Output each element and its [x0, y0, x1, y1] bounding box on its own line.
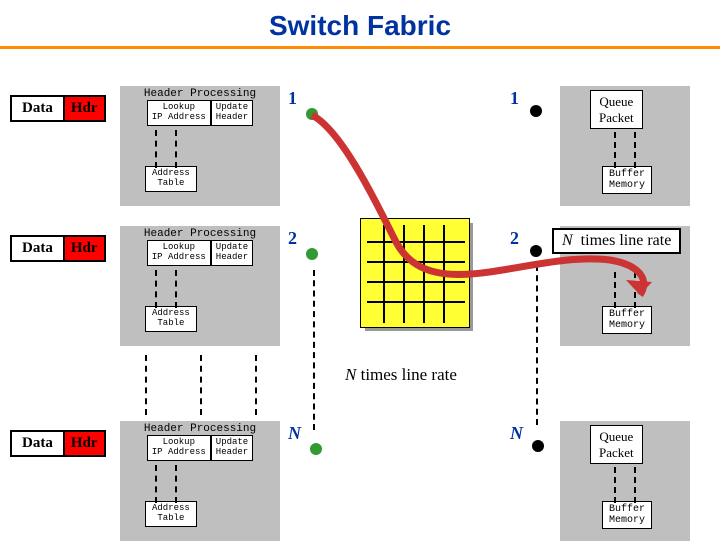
dash-conn [614, 272, 616, 308]
packet-data-label: Data [12, 237, 65, 260]
label-1-right: 1 [510, 88, 519, 109]
dash-conn [634, 132, 636, 168]
crossbar [360, 218, 470, 328]
addr-table-box: Address Table [145, 306, 197, 332]
dash-conn [155, 270, 157, 308]
page-title: Switch Fabric [0, 0, 720, 46]
packet-1: Data Hdr [10, 95, 106, 122]
ellipsis-dash [536, 265, 538, 425]
dash-conn [175, 130, 177, 168]
update-box: Update Header [211, 100, 253, 126]
packet-data-label: Data [12, 432, 65, 455]
packet-hdr-label: Hdr [65, 97, 104, 120]
right-block-n: Queue Packet Buffer Memory [560, 421, 690, 541]
queue-packet-box-n: Queue Packet [590, 425, 643, 464]
dot-n-black [532, 440, 544, 452]
proc-block-1: Header Processing Lookup IP Address Upda… [120, 86, 280, 206]
dash-conn [614, 467, 616, 503]
packet-2: Data Hdr [10, 235, 106, 262]
queue-packet-box-1: Queue Packet [590, 90, 643, 129]
proc-block-2: Header Processing Lookup IP Address Upda… [120, 226, 280, 346]
addr-table-box: Address Table [145, 501, 197, 527]
label-2-right: 2 [510, 228, 519, 249]
dash-conn [155, 130, 157, 168]
proc-title: Header Processing [120, 86, 280, 100]
ellipsis-dash [145, 355, 147, 415]
dash-conn [634, 272, 636, 308]
dash-conn [175, 270, 177, 308]
packet-data-label: Data [12, 97, 65, 120]
dot-2-green [306, 248, 318, 260]
addr-table-box: Address Table [145, 166, 197, 192]
label-2-left: 2 [288, 228, 297, 249]
ellipsis-dash [200, 355, 202, 415]
annot-mid: N times line rate [345, 365, 457, 385]
label-1-left: 1 [288, 88, 297, 109]
ellipsis-dash [255, 355, 257, 415]
packet-hdr-label: Hdr [65, 432, 104, 455]
buffer-memory-box-n: Buffer Memory [602, 501, 652, 529]
ellipsis-dash [313, 270, 315, 430]
dot-1-black [530, 105, 542, 117]
packet-hdr-label: Hdr [65, 237, 104, 260]
dash-conn [634, 467, 636, 503]
lookup-box: Lookup IP Address [147, 435, 211, 461]
dash-conn [155, 465, 157, 503]
dash-conn [614, 132, 616, 168]
packet-n: Data Hdr [10, 430, 106, 457]
proc-title: Header Processing [120, 226, 280, 240]
dot-n-green [310, 443, 322, 455]
label-n-right: N [510, 423, 523, 444]
label-n-left: N [288, 423, 301, 444]
dot-1-green [306, 108, 318, 120]
lookup-box: Lookup IP Address [147, 100, 211, 126]
lookup-box: Lookup IP Address [147, 240, 211, 266]
buffer-memory-box-2: Buffer Memory [602, 306, 652, 334]
annot-right: N times line rate [552, 228, 681, 254]
buffer-memory-box-1: Buffer Memory [602, 166, 652, 194]
right-block-1: Queue Packet Buffer Memory [560, 86, 690, 206]
proc-block-n: Header Processing Lookup IP Address Upda… [120, 421, 280, 541]
dash-conn [175, 465, 177, 503]
update-box: Update Header [211, 435, 253, 461]
orange-rule [0, 46, 720, 49]
proc-title: Header Processing [120, 421, 280, 435]
update-box: Update Header [211, 240, 253, 266]
dot-2-black [530, 245, 542, 257]
